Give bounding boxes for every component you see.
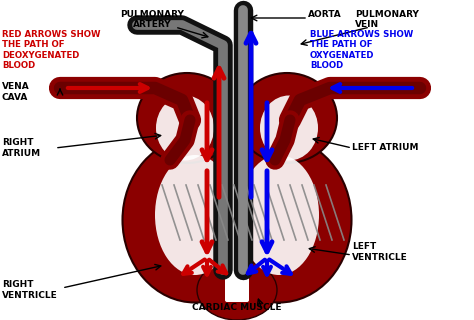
Text: PULMONARY
VEIN: PULMONARY VEIN xyxy=(355,10,419,29)
Text: RIGHT
VENTRICLE: RIGHT VENTRICLE xyxy=(2,280,58,300)
Ellipse shape xyxy=(137,73,237,163)
Text: PULMONARY
ARTERY: PULMONARY ARTERY xyxy=(120,10,184,29)
FancyBboxPatch shape xyxy=(225,63,249,302)
Ellipse shape xyxy=(155,155,235,275)
Ellipse shape xyxy=(260,95,318,161)
Text: BLUE ARROWS SHOW
THE PATH OF
OXYGENATED
BLOOD: BLUE ARROWS SHOW THE PATH OF OXYGENATED … xyxy=(310,30,413,70)
Ellipse shape xyxy=(237,73,337,163)
Text: CARDIAC MUSCLE: CARDIAC MUSCLE xyxy=(192,303,282,312)
Ellipse shape xyxy=(122,138,267,302)
Ellipse shape xyxy=(156,95,214,161)
Ellipse shape xyxy=(239,155,319,275)
Text: VENA
CAVA: VENA CAVA xyxy=(2,82,30,102)
Text: RIGHT
ATRIUM: RIGHT ATRIUM xyxy=(2,138,41,158)
Text: LEFT
VENTRICLE: LEFT VENTRICLE xyxy=(352,242,408,262)
Ellipse shape xyxy=(197,260,277,320)
Text: RED ARROWS SHOW
THE PATH OF
DEOXYGENATED
BLOOD: RED ARROWS SHOW THE PATH OF DEOXYGENATED… xyxy=(2,30,100,70)
Text: AORTA: AORTA xyxy=(308,10,342,19)
Text: LEFT ATRIUM: LEFT ATRIUM xyxy=(352,143,419,153)
Ellipse shape xyxy=(207,138,352,302)
